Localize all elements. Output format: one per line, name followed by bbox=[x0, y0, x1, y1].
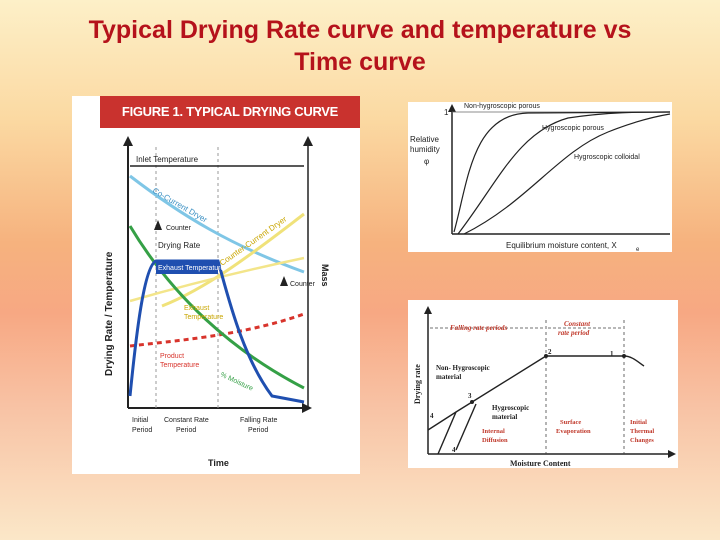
fig2-y-arrow bbox=[448, 104, 456, 112]
fig3-y-axis-label: Drying rate bbox=[413, 364, 422, 404]
non-hygroscopic-label: Non-hygroscopic porous bbox=[464, 103, 540, 110]
fig1-right-axis-label: Mass bbox=[320, 264, 330, 287]
point-3-marker bbox=[470, 400, 474, 404]
co-current-dryer-label: Co-Current Dryer bbox=[151, 186, 209, 225]
fig2-x-axis-subscript: e bbox=[636, 247, 640, 252]
slide-title: Typical Drying Rate curve and temperatur… bbox=[20, 14, 700, 78]
fig1-x-arrow bbox=[302, 403, 312, 413]
fig1-right-arrow bbox=[303, 136, 313, 146]
product-temperature-label-2: Temperature bbox=[160, 362, 199, 369]
constant-rate-label-2: Period bbox=[176, 427, 196, 434]
point-4a-label: 4 bbox=[430, 412, 434, 420]
figure2-svg: 1 Non-hygroscopic porous Hygroscopic por… bbox=[410, 103, 671, 252]
counter-upper-triangle-icon bbox=[154, 220, 162, 230]
slide-title-line1: Typical Drying Rate curve and temperatur… bbox=[88, 16, 632, 44]
counter-right-triangle-icon bbox=[280, 276, 288, 286]
hygroscopic-colloidal-curve bbox=[463, 113, 671, 235]
moisture-curve bbox=[128, 225, 305, 390]
non-hygroscopic-label-2: material bbox=[436, 373, 461, 381]
internal-diffusion-label-1: Internal bbox=[482, 428, 505, 435]
fig2-y-label-1: Relative bbox=[410, 135, 439, 144]
initial-thermal-label-2: Thermal bbox=[630, 428, 654, 435]
hygroscopic-porous-label: Hygroscopic porous bbox=[542, 125, 604, 132]
fig3-x-axis-label: Moisture Content bbox=[510, 459, 571, 468]
internal-diffusion-label-2: Diffusion bbox=[482, 437, 508, 444]
exhaust-temperature-label-2: Temperature bbox=[184, 314, 223, 321]
fig1-x-axis-label: Time bbox=[208, 458, 229, 468]
figure3-svg: Falling rate periods Constant rate perio… bbox=[413, 306, 676, 468]
internal-diffusion-line bbox=[455, 403, 477, 451]
typical-drying-curve-figure: FIGURE 1. TYPICAL DRYING CURVE Inlet bbox=[72, 96, 360, 474]
hygroscopic-colloidal-label: Hygroscopic colloidal bbox=[574, 154, 640, 161]
initial-period-label-2: Period bbox=[132, 427, 152, 434]
point-2-marker bbox=[544, 354, 548, 358]
fig2-y-label-3: φ bbox=[424, 157, 429, 166]
inlet-temperature-label: Inlet Temperature bbox=[136, 155, 199, 164]
point-2-label: 2 bbox=[548, 348, 552, 356]
exhaust-temperature-box-label: Exhaust Temperature bbox=[158, 265, 225, 272]
point-1-label: 1 bbox=[610, 350, 614, 358]
fig3-x-arrow bbox=[668, 450, 676, 458]
non-hygroscopic-line bbox=[437, 411, 457, 455]
counter-upper-label: Counter bbox=[166, 225, 192, 232]
fig1-y-axis-label: Drying Rate / Temperature bbox=[104, 251, 115, 376]
slide-title-line2: Time curve bbox=[294, 48, 426, 76]
figure1-header: FIGURE 1. TYPICAL DRYING CURVE bbox=[100, 96, 360, 128]
falling-rate-periods-label: Falling rate periods bbox=[450, 324, 507, 332]
hygroscopic-label-2: material bbox=[492, 413, 517, 421]
product-temperature-curve bbox=[129, 312, 305, 348]
initial-period-label-1: Initial bbox=[132, 417, 149, 424]
drying-rate-curve bbox=[128, 259, 305, 404]
sorption-isotherm-figure: 1 Non-hygroscopic porous Hygroscopic por… bbox=[408, 102, 672, 252]
point-4b-label: 4 bbox=[452, 446, 456, 454]
figure1-svg: Inlet Temperature Co-Current Dryer Count… bbox=[104, 136, 330, 468]
fig2-y-label-2: humidity bbox=[410, 145, 440, 154]
surface-evaporation-label-2: Evaporation bbox=[556, 428, 591, 435]
point-1-marker bbox=[622, 354, 626, 358]
falling-rate-label-2: Period bbox=[248, 427, 268, 434]
exhaust-temperature-label-1: Exhaust bbox=[184, 305, 209, 312]
exhaust-temperature-curve bbox=[129, 256, 305, 303]
fig2-x-axis-label: Equilibrium moisture content, X bbox=[506, 241, 617, 250]
surface-evaporation-label-1: Surface bbox=[560, 419, 581, 426]
drying-rate-label: Drying Rate bbox=[158, 241, 201, 250]
fig3-y-arrow bbox=[424, 306, 432, 314]
exhaust-temperature-box bbox=[156, 260, 218, 274]
moisture-label: % Moisture bbox=[219, 371, 254, 392]
counter-right-label: Counter bbox=[290, 281, 316, 288]
initial-thermal-label-1: Initial bbox=[630, 419, 647, 426]
constant-rate-line bbox=[546, 355, 645, 367]
product-temperature-label-1: Product bbox=[160, 353, 184, 360]
drying-rate-vs-moisture-figure: Falling rate periods Constant rate perio… bbox=[408, 300, 678, 468]
non-hygroscopic-label-1: Non- Hygroscopic bbox=[436, 364, 490, 372]
constant-rate-label-2: rate period bbox=[558, 329, 590, 337]
counter-current-dryer-curve bbox=[161, 212, 305, 308]
fig1-y-arrow bbox=[123, 136, 133, 146]
fig2-y-tick-1: 1 bbox=[444, 108, 449, 117]
hygroscopic-label-1: Hygroscopic bbox=[492, 404, 529, 412]
constant-rate-label-1: Constant Rate bbox=[164, 417, 209, 424]
hygroscopic-porous-curve bbox=[457, 111, 671, 235]
falling-rate-label-1: Falling Rate bbox=[240, 417, 277, 424]
constant-rate-label-1: Constant bbox=[564, 320, 591, 328]
non-hygroscopic-porous-curve bbox=[453, 111, 671, 233]
point-3-label: 3 bbox=[468, 392, 472, 400]
initial-thermal-label-3: Changes bbox=[630, 437, 654, 444]
